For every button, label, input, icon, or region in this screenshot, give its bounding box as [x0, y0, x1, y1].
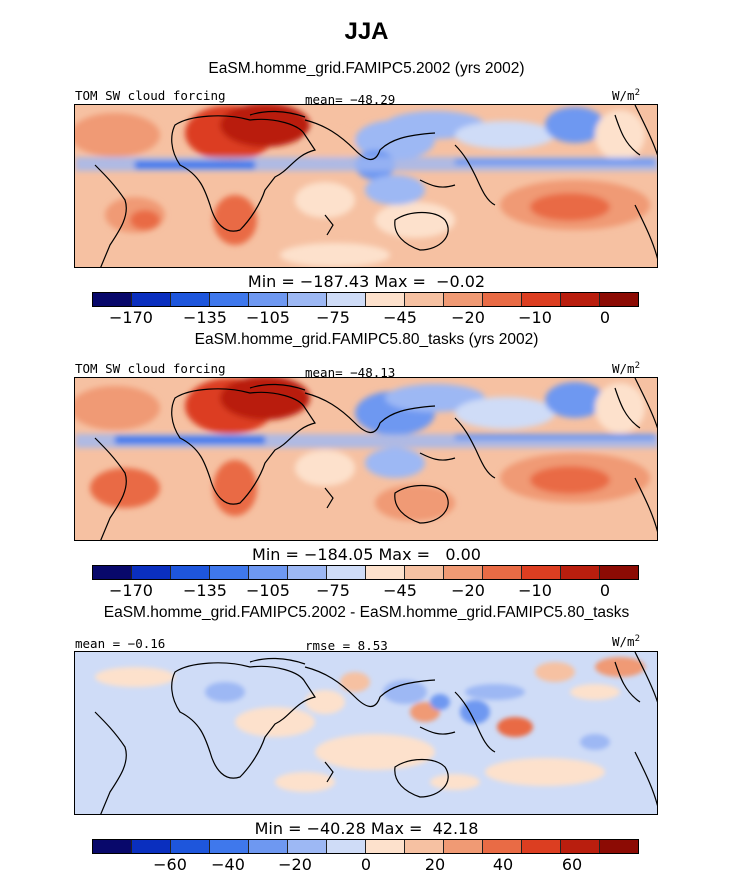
colorbar-swatch [561, 293, 600, 306]
colorbar-tick-label: −45 [383, 581, 417, 600]
colorbar-swatch [366, 840, 405, 853]
colorbar-tick-label: −40 [211, 855, 245, 874]
colorbar-swatch [600, 293, 638, 306]
colorbar-tick-label: −75 [316, 581, 350, 600]
panel-2-field-label: TOM SW cloud forcing [75, 361, 226, 376]
panel-1-colorbar [92, 292, 639, 307]
colorbar-swatch [249, 840, 288, 853]
colorbar-tick-label: 0 [360, 855, 372, 874]
figure-title: JJA [344, 18, 389, 45]
colorbar-tick-label: −135 [183, 308, 227, 327]
panel-1-mean-label: mean= −48.29 [305, 92, 396, 107]
panel-2-map [74, 377, 658, 541]
panel-2-colorbar [92, 565, 639, 580]
colorbar-tick-label: −170 [109, 308, 153, 327]
colorbar-swatch [600, 840, 638, 853]
colorbar-tick-label: −170 [109, 581, 153, 600]
colorbar-swatch [249, 566, 288, 579]
colorbar-tick-label: 60 [561, 855, 583, 874]
colorbar-tick-label: 40 [492, 855, 514, 874]
colorbar-tick-label: −45 [383, 308, 417, 327]
colorbar-tick-label: −10 [518, 308, 552, 327]
colorbar-swatch [132, 566, 171, 579]
colorbar-swatch [288, 293, 327, 306]
colorbar-swatch [93, 566, 132, 579]
colorbar-swatch [522, 840, 561, 853]
colorbar-tick-label: −75 [316, 308, 350, 327]
colorbar-swatch [327, 840, 366, 853]
colorbar-swatch [327, 566, 366, 579]
colorbar-swatch [405, 840, 444, 853]
colorbar-swatch [132, 840, 171, 853]
panel-1-map [74, 104, 658, 268]
colorbar-swatch [288, 840, 327, 853]
colorbar-swatch [93, 840, 132, 853]
colorbar-tick-label: −105 [246, 308, 290, 327]
colorbar-swatch [171, 293, 210, 306]
colorbar-swatch [171, 840, 210, 853]
colorbar-swatch [210, 566, 249, 579]
panel-3-units-label: W/m2 [612, 634, 640, 650]
colorbar-swatch [522, 293, 561, 306]
panel-1-subtitle: EaSM.homme_grid.FAMIPC5.2002 (yrs 2002) [208, 60, 525, 77]
colorbar-swatch [444, 566, 483, 579]
panel-1-field-label: TOM SW cloud forcing [75, 88, 226, 103]
colorbar-swatch [444, 293, 483, 306]
panel-2-colorbar-ticks: −170 −135 −105 −75 −45 −20 −10 0 [0, 581, 733, 601]
colorbar-swatch [561, 566, 600, 579]
colorbar-tick-label: −20 [451, 308, 485, 327]
colorbar-swatch [483, 840, 522, 853]
colorbar-tick-label: −135 [183, 581, 227, 600]
panel-3-colorbar-ticks: −60 −40 −20 0 20 40 60 [0, 855, 733, 875]
panel-3-minmax: Min = −40.28 Max = 42.18 [254, 819, 479, 838]
panel-2-minmax: Min = −184.05 Max = 0.00 [252, 545, 481, 564]
colorbar-swatch [444, 840, 483, 853]
colorbar-swatch [483, 293, 522, 306]
panel-2-subtitle: EaSM.homme_grid.FAMIPC5.80_tasks (yrs 20… [194, 331, 539, 348]
panel-2-units-label: W/m2 [612, 361, 640, 377]
colorbar-tick-label: −60 [153, 855, 187, 874]
colorbar-tick-label: 20 [424, 855, 446, 874]
panel-1-units-label: W/m2 [612, 88, 640, 104]
colorbar-swatch [93, 293, 132, 306]
colorbar-tick-label: −20 [451, 581, 485, 600]
colorbar-tick-label: −20 [278, 855, 312, 874]
panel-3-rmse-label: rmse = 8.53 [305, 638, 388, 653]
colorbar-swatch [366, 566, 405, 579]
colorbar-swatch [288, 566, 327, 579]
colorbar-swatch [210, 840, 249, 853]
colorbar-swatch [483, 566, 522, 579]
panel-3-colorbar [92, 839, 639, 854]
panel-3-subtitle: EaSM.homme_grid.FAMIPC5.2002 - EaSM.homm… [103, 604, 630, 621]
colorbar-tick-label: 0 [599, 308, 611, 327]
colorbar-swatch [171, 566, 210, 579]
colorbar-swatch [405, 293, 444, 306]
panel-3-mean-label: mean = −0.16 [75, 636, 166, 651]
colorbar-swatch [327, 293, 366, 306]
colorbar-tick-label: −105 [246, 581, 290, 600]
panel-3-map [74, 651, 658, 815]
colorbar-swatch [366, 293, 405, 306]
colorbar-swatch [132, 293, 171, 306]
panel-2-mean-label: mean= −48.13 [305, 365, 396, 380]
colorbar-swatch [405, 566, 444, 579]
colorbar-tick-label: 0 [599, 581, 611, 600]
colorbar-swatch [561, 840, 600, 853]
colorbar-swatch [210, 293, 249, 306]
panel-1-colorbar-ticks: −170 −135 −105 −75 −45 −20 −10 0 [0, 308, 733, 328]
panel-1-minmax: Min = −187.43 Max = −0.02 [247, 272, 486, 291]
colorbar-swatch [522, 566, 561, 579]
colorbar-swatch [249, 293, 288, 306]
colorbar-tick-label: −10 [518, 581, 552, 600]
colorbar-swatch [600, 566, 638, 579]
